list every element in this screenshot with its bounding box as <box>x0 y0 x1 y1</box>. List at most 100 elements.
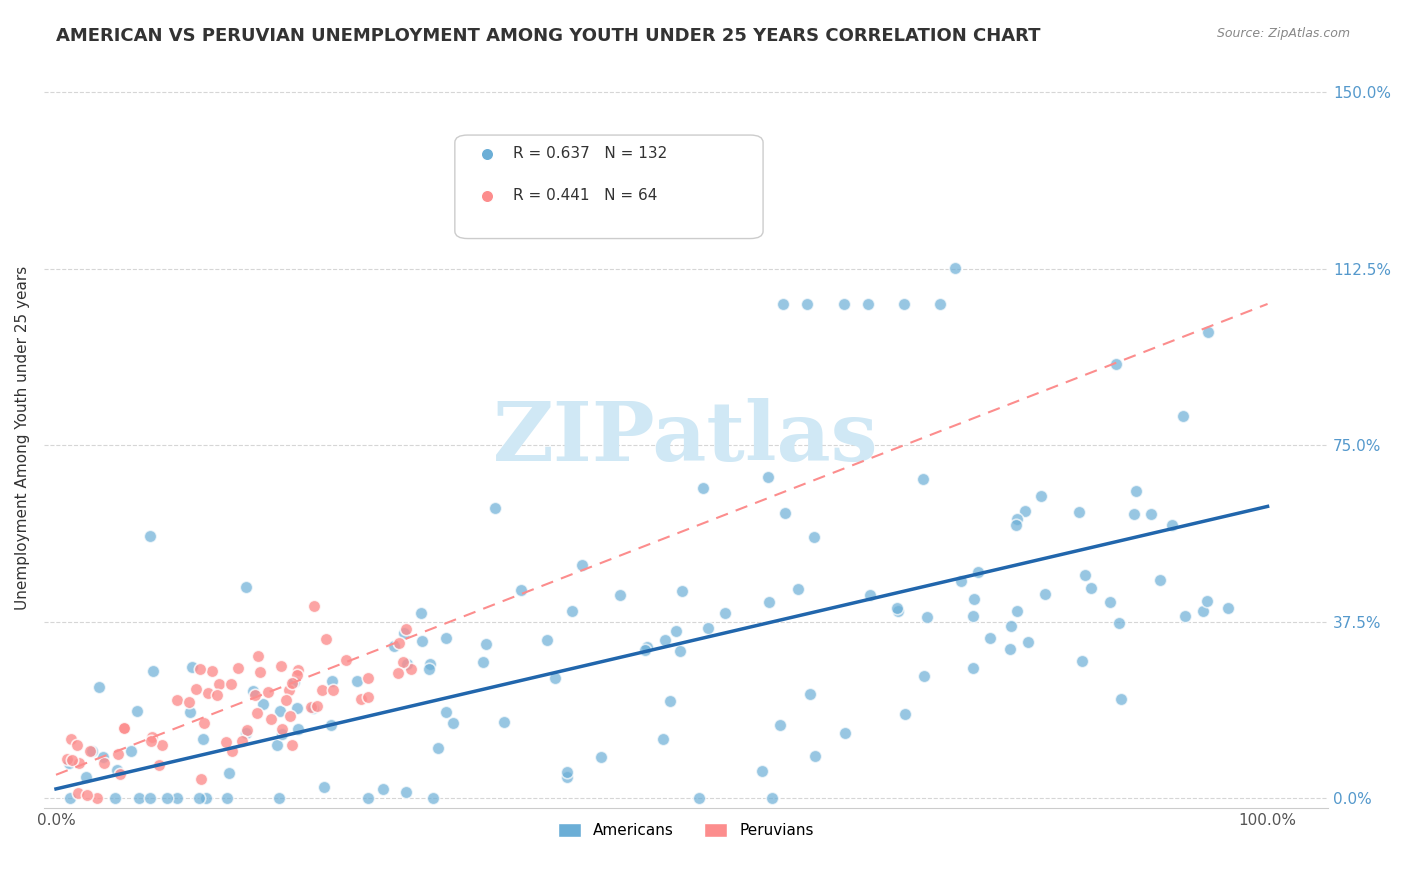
Peruvians <box>179 696 201 710</box>
Americans <box>966 565 988 579</box>
Americans <box>772 297 794 311</box>
Americans <box>1123 508 1146 522</box>
FancyBboxPatch shape <box>456 135 763 238</box>
Americans <box>283 675 305 690</box>
Americans <box>494 715 516 730</box>
Americans <box>155 790 177 805</box>
Americans <box>1160 518 1182 533</box>
Americans <box>1197 594 1219 608</box>
Americans <box>1000 619 1022 633</box>
Americans <box>474 637 496 651</box>
Americans <box>912 669 935 683</box>
Americans <box>187 790 209 805</box>
Americans <box>856 297 879 311</box>
Americans <box>120 744 142 758</box>
Peruvians <box>93 756 115 770</box>
Americans <box>252 697 274 711</box>
Peruvians <box>60 753 83 767</box>
Americans <box>1099 595 1122 609</box>
Americans <box>105 763 128 777</box>
Americans <box>1035 587 1057 601</box>
Americans <box>1149 573 1171 587</box>
Americans <box>787 582 810 596</box>
Y-axis label: Unemployment Among Youth under 25 years: Unemployment Among Youth under 25 years <box>15 266 30 610</box>
Americans <box>181 659 204 673</box>
Americans <box>418 662 440 676</box>
Americans <box>382 640 405 654</box>
Americans <box>267 790 290 805</box>
Peruvians <box>205 688 228 702</box>
Americans <box>555 764 578 779</box>
Americans <box>636 640 658 654</box>
Americans <box>761 790 783 805</box>
Americans <box>696 621 718 635</box>
Peruvians <box>150 739 173 753</box>
Peruvians <box>307 698 329 713</box>
Americans <box>1140 508 1163 522</box>
Americans <box>426 740 449 755</box>
Peruvians <box>56 752 79 766</box>
Americans <box>571 558 593 572</box>
Americans <box>434 631 457 645</box>
Peruvians <box>197 686 219 700</box>
Americans <box>346 673 368 688</box>
Americans <box>714 606 737 620</box>
Americans <box>634 642 657 657</box>
Americans <box>654 633 676 648</box>
Peruvians <box>392 655 415 669</box>
Peruvians <box>270 658 292 673</box>
Americans <box>472 655 495 669</box>
Americans <box>665 624 688 638</box>
Peruvians <box>311 682 333 697</box>
Text: R = 0.637   N = 132: R = 0.637 N = 132 <box>513 146 666 161</box>
Peruvians <box>208 677 231 691</box>
Peruvians <box>278 709 301 723</box>
Americans <box>758 595 780 609</box>
Americans <box>75 770 97 784</box>
Text: ZIPatlas: ZIPatlas <box>494 398 879 478</box>
Americans <box>1005 518 1028 533</box>
Peruvians <box>166 693 188 707</box>
Americans <box>887 604 910 618</box>
Americans <box>434 705 457 719</box>
Americans <box>799 687 821 701</box>
Americans <box>962 608 984 623</box>
Americans <box>419 657 441 672</box>
Peruvians <box>315 632 337 646</box>
Point <box>463 401 485 416</box>
Peruvians <box>60 731 83 746</box>
Americans <box>1005 604 1028 618</box>
Peruvians <box>395 622 418 636</box>
Americans <box>834 726 856 740</box>
Americans <box>1174 609 1197 624</box>
Americans <box>321 674 343 689</box>
Peruvians <box>278 683 301 698</box>
Peruvians <box>387 665 409 680</box>
Peruvians <box>299 699 322 714</box>
Americans <box>929 297 952 311</box>
Americans <box>128 790 150 805</box>
Americans <box>266 738 288 752</box>
Peruvians <box>86 790 108 805</box>
Americans <box>104 790 127 805</box>
Americans <box>751 764 773 778</box>
Peruvians <box>226 660 249 674</box>
Americans <box>1014 504 1036 518</box>
Americans <box>832 297 855 311</box>
Point <box>463 375 485 389</box>
Peruvians <box>399 662 422 676</box>
Americans <box>893 706 915 721</box>
Americans <box>1105 358 1128 372</box>
Peruvians <box>235 723 257 738</box>
Peruvians <box>281 739 304 753</box>
Americans <box>949 574 972 588</box>
Americans <box>269 704 291 718</box>
Text: AMERICAN VS PERUVIAN UNEMPLOYMENT AMONG YOUTH UNDER 25 YEARS CORRELATION CHART: AMERICAN VS PERUVIAN UNEMPLOYMENT AMONG … <box>56 27 1040 45</box>
Peruvians <box>322 682 344 697</box>
Americans <box>998 642 1021 657</box>
Peruvians <box>148 758 170 772</box>
Americans <box>979 631 1001 645</box>
Americans <box>756 470 779 484</box>
Americans <box>773 506 796 520</box>
Peruvians <box>387 636 409 650</box>
